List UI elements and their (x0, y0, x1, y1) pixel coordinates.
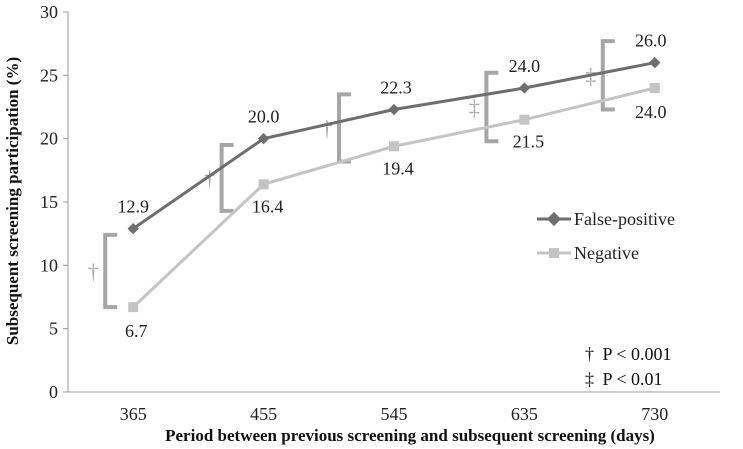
point-negative (649, 83, 660, 93)
significance-bracket (337, 92, 351, 164)
point-negative (389, 141, 399, 152)
y-axis: 0 5 10 15 20 25 30 (40, 2, 69, 402)
x-tick-label: 365 (120, 404, 147, 424)
x-axis-title: Period between previous screening and su… (165, 426, 655, 445)
point-false-positive (127, 222, 139, 235)
data-label-false-positive: 24.0 (509, 56, 541, 76)
point-false-positive (518, 82, 531, 94)
significance-bracket (219, 143, 234, 213)
significance-symbol: ‡ (469, 95, 480, 120)
sig-note-2-symbol: ‡ (585, 369, 594, 389)
y-tick-label: 20 (40, 129, 58, 149)
x-tick-label: 635 (511, 404, 538, 424)
sig-note-2-text: P < 0.01 (603, 369, 663, 389)
significance-symbol: † (204, 166, 215, 191)
significance-symbol: † (322, 116, 333, 141)
sig-note-1: † P < 0.001 (585, 344, 672, 364)
y-tick-label: 0 (49, 382, 58, 402)
sig-note-1-symbol: † (585, 344, 594, 364)
y-axis-title: Subsequent screening participation (%) (3, 57, 22, 345)
y-tick-label: 10 (40, 255, 58, 275)
data-label-negative: 19.4 (382, 158, 414, 178)
legend-marker-false-positive (546, 211, 562, 227)
data-labels: 12.9 20.0 22.3 24.0 26.0 6.7 16.4 19.4 21.5 24.0 (117, 31, 666, 341)
x-tick-label: 455 (250, 404, 277, 424)
point-negative (519, 114, 530, 125)
data-label-negative: 6.7 (125, 321, 148, 341)
data-label-negative: 24.0 (635, 102, 667, 122)
data-label-false-positive: 20.0 (248, 107, 280, 127)
y-tick-label: 15 (40, 192, 58, 212)
significance-bracket (103, 232, 118, 310)
sig-note-1-text: P < 0.001 (603, 344, 672, 364)
significance-symbol: † (88, 259, 99, 284)
point-false-positive (388, 103, 400, 116)
significance-brackets: †††‡‡ (88, 39, 615, 310)
point-negative (128, 302, 139, 313)
point-false-positive (649, 57, 661, 69)
x-tick-label: 545 (381, 404, 408, 424)
y-tick-label: 30 (40, 2, 58, 22)
series-group (127, 57, 661, 313)
data-label-false-positive: 12.9 (117, 197, 149, 217)
series-line-negative (132, 86, 656, 309)
significance-notes: † P < 0.001 ‡ P < 0.01 (585, 344, 672, 389)
y-tick-label: 5 (49, 319, 58, 339)
data-label-negative: 16.4 (252, 196, 284, 216)
point-negative (258, 179, 269, 190)
x-tick-label: 730 (641, 404, 668, 424)
y-tick-label: 25 (40, 65, 58, 85)
legend-marker-negative (549, 248, 559, 258)
x-axis: 365 455 545 635 730 (68, 391, 720, 424)
legend: False-positive Negative (537, 209, 675, 263)
legend-label-negative: Negative (574, 243, 639, 263)
significance-bracket (600, 39, 615, 112)
sig-note-2: ‡ P < 0.01 (585, 369, 663, 389)
point-false-positive (257, 133, 270, 145)
data-label-false-positive: 26.0 (635, 31, 667, 51)
legend-label-false-positive: False-positive (574, 209, 675, 229)
data-label-negative: 21.5 (513, 132, 545, 152)
significance-bracket (484, 70, 499, 144)
data-label-false-positive: 22.3 (380, 78, 412, 98)
